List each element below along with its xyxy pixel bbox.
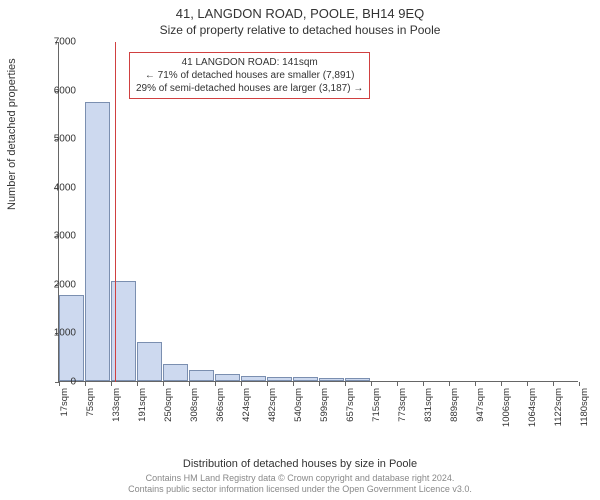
x-tick-label: 715sqm xyxy=(371,388,382,422)
x-tick-label: 366sqm xyxy=(215,388,226,422)
chart-area: 17sqm75sqm133sqm191sqm250sqm308sqm366sqm… xyxy=(58,42,578,412)
infobox-line: 29% of semi-detached houses are larger (… xyxy=(136,82,363,95)
x-tick-mark xyxy=(579,382,580,386)
x-tick-mark xyxy=(449,382,450,386)
x-tick-label: 889sqm xyxy=(449,388,460,422)
page-subtitle: Size of property relative to detached ho… xyxy=(0,21,600,37)
y-tick-label: 1000 xyxy=(38,328,76,339)
histogram-bar xyxy=(215,374,240,381)
x-tick-label: 75sqm xyxy=(85,388,96,417)
y-tick-label: 7000 xyxy=(38,37,76,48)
x-tick-label: 17sqm xyxy=(59,388,70,417)
x-tick-label: 191sqm xyxy=(137,388,148,422)
x-tick-label: 540sqm xyxy=(293,388,304,422)
x-tick-mark xyxy=(293,382,294,386)
y-tick-label: 3000 xyxy=(38,231,76,242)
property-marker-line xyxy=(115,42,117,382)
x-tick-label: 947sqm xyxy=(475,388,486,422)
x-tick-mark xyxy=(189,382,190,386)
x-tick-mark xyxy=(345,382,346,386)
x-tick-label: 773sqm xyxy=(397,388,408,422)
y-tick-label: 5000 xyxy=(38,134,76,145)
page-title: 41, LANGDON ROAD, POOLE, BH14 9EQ xyxy=(0,0,600,21)
histogram-bar xyxy=(345,378,370,381)
infobox-line: ← 71% of detached houses are smaller (7,… xyxy=(136,69,363,82)
histogram-bar xyxy=(319,378,344,381)
histogram-bar xyxy=(241,376,266,381)
footer-line-2: Contains public sector information licen… xyxy=(0,484,600,496)
x-axis-label: Distribution of detached houses by size … xyxy=(0,458,600,470)
x-tick-mark xyxy=(85,382,86,386)
x-tick-label: 1006sqm xyxy=(501,388,512,427)
x-tick-mark xyxy=(501,382,502,386)
x-tick-mark xyxy=(137,382,138,386)
x-tick-mark xyxy=(215,382,216,386)
x-tick-label: 308sqm xyxy=(189,388,200,422)
x-tick-mark xyxy=(397,382,398,386)
x-tick-mark xyxy=(553,382,554,386)
y-tick-label: 0 xyxy=(38,377,76,388)
x-tick-label: 482sqm xyxy=(267,388,278,422)
x-tick-mark xyxy=(423,382,424,386)
y-tick-label: 4000 xyxy=(38,182,76,193)
y-tick-label: 6000 xyxy=(38,85,76,96)
x-tick-mark xyxy=(111,382,112,386)
x-tick-label: 1180sqm xyxy=(579,388,590,426)
x-tick-label: 133sqm xyxy=(111,388,122,422)
x-tick-mark xyxy=(267,382,268,386)
footer-line-1: Contains HM Land Registry data © Crown c… xyxy=(0,473,600,485)
x-tick-mark xyxy=(371,382,372,386)
x-tick-label: 250sqm xyxy=(163,388,174,422)
histogram-bar xyxy=(163,364,188,381)
x-tick-label: 657sqm xyxy=(345,388,356,422)
histogram-bar xyxy=(85,102,110,381)
x-tick-label: 1064sqm xyxy=(527,388,538,427)
histogram-bar xyxy=(189,370,214,381)
x-tick-mark xyxy=(319,382,320,386)
plot-area: 17sqm75sqm133sqm191sqm250sqm308sqm366sqm… xyxy=(58,42,578,382)
histogram-bar xyxy=(267,377,292,381)
x-tick-label: 424sqm xyxy=(241,388,252,422)
y-tick-label: 2000 xyxy=(38,279,76,290)
y-axis-label: Number of detached properties xyxy=(6,58,18,210)
histogram-bar xyxy=(293,377,318,381)
x-tick-label: 599sqm xyxy=(319,388,330,422)
property-info-box: 41 LANGDON ROAD: 141sqm← 71% of detached… xyxy=(129,52,370,99)
footer-attribution: Contains HM Land Registry data © Crown c… xyxy=(0,473,600,496)
infobox-line: 41 LANGDON ROAD: 141sqm xyxy=(136,56,363,69)
x-tick-mark xyxy=(475,382,476,386)
histogram-bar xyxy=(137,342,162,381)
x-tick-label: 831sqm xyxy=(423,388,434,422)
x-tick-mark xyxy=(163,382,164,386)
x-tick-mark xyxy=(241,382,242,386)
x-tick-label: 1122sqm xyxy=(553,388,564,426)
x-tick-mark xyxy=(527,382,528,386)
